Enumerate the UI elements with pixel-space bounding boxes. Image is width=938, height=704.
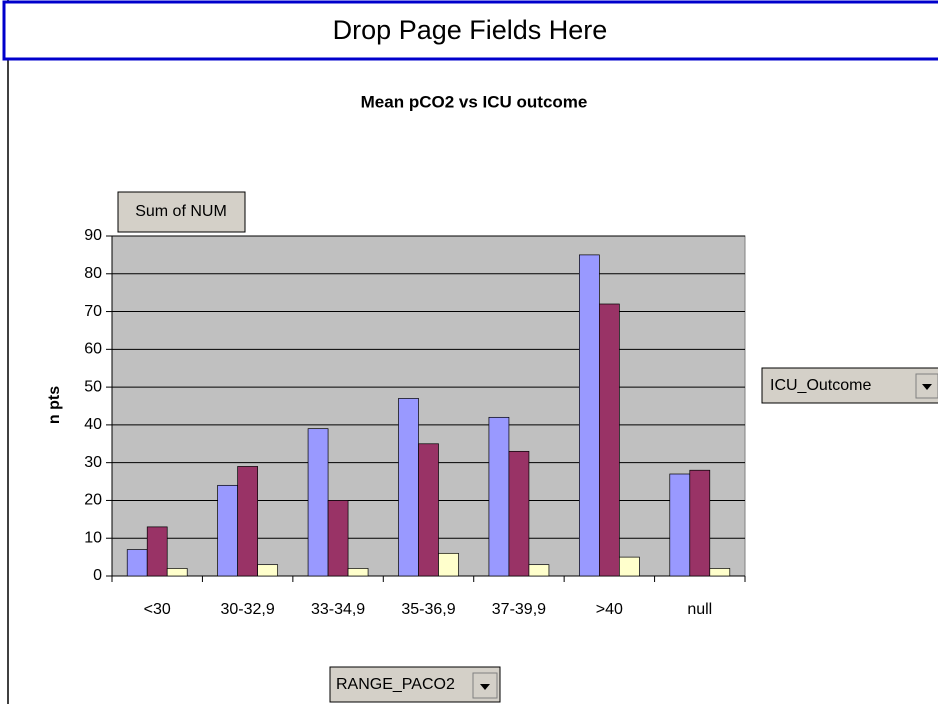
y-tick-label: 20 [84, 492, 102, 509]
bar [237, 466, 258, 577]
dropdown-arrow-icon [480, 684, 490, 690]
bar [579, 254, 600, 577]
page-field-drop-zone[interactable] [2, 0, 938, 61]
bar [327, 500, 349, 577]
bar [166, 568, 188, 577]
y-tick-label: 40 [84, 416, 102, 433]
bar [257, 564, 278, 577]
bar [689, 469, 711, 577]
bar [347, 568, 369, 577]
x-tick-label: 30-32,9 [221, 601, 275, 618]
y-tick-label: 60 [84, 341, 102, 358]
data-field-button[interactable] [117, 191, 246, 233]
bar [709, 568, 731, 577]
bar [669, 473, 691, 577]
chart-title: Mean pCO2 vs ICU outcome [361, 92, 588, 111]
y-tick-label: 10 [84, 529, 102, 546]
x-tick-label: >40 [596, 601, 623, 618]
y-tick-label: 90 [84, 227, 102, 244]
x-tick-label: <30 [144, 601, 171, 618]
x-tick-label: 35-36,9 [401, 601, 455, 618]
bar [599, 303, 620, 577]
y-tick-label: 80 [84, 265, 102, 282]
x-tick-label: 37-39,9 [492, 601, 546, 618]
page-field-label: Drop Page Fields Here [333, 15, 608, 45]
y-tick-label: 0 [93, 567, 102, 584]
bar [126, 549, 148, 577]
x-tick-label: 33-34,9 [311, 601, 365, 618]
y-tick-label: 50 [84, 378, 102, 395]
bar [217, 484, 238, 577]
bar [146, 526, 168, 577]
bar [619, 556, 640, 577]
category-field-button-label: RANGE_PACO2 [336, 676, 455, 693]
bar [438, 552, 459, 577]
x-tick-label: null [687, 601, 712, 618]
bar [508, 450, 530, 577]
bar [488, 416, 510, 577]
series-field-button[interactable] [761, 367, 938, 404]
y-tick-label: 30 [84, 454, 102, 471]
bar [528, 564, 550, 577]
y-tick-label: 70 [84, 303, 102, 320]
category-field-button[interactable] [329, 666, 501, 703]
bar [418, 443, 439, 577]
series-field-button-label: ICU_Outcome [770, 377, 871, 394]
data-field-button-label: Sum of NUM [135, 203, 227, 220]
bar [398, 398, 419, 577]
bar [307, 428, 329, 577]
y-axis-label: n pts [46, 386, 63, 424]
dropdown-arrow-icon [922, 384, 932, 390]
